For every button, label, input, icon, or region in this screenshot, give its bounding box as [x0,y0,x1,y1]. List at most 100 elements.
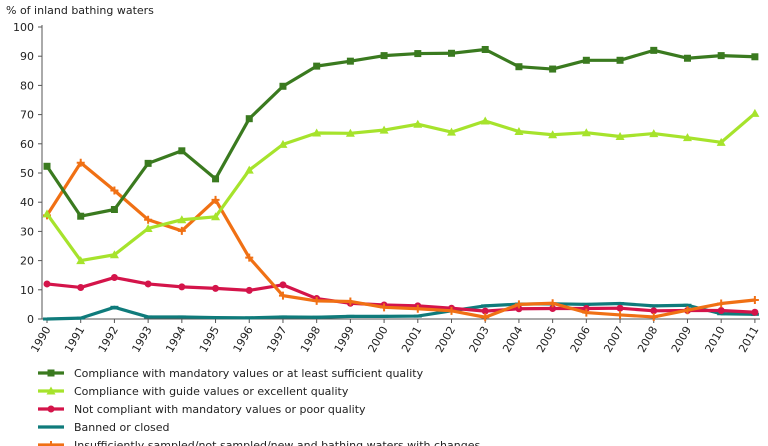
data-point [245,286,253,294]
data-point [76,158,85,167]
data-point [178,283,186,291]
legend: Compliance with mandatory values or at l… [38,367,480,446]
data-point [514,127,524,136]
y-tick-label: 90 [20,50,34,63]
data-point [245,316,254,320]
series-line [46,275,755,314]
x-tick-label: 2010 [703,324,728,355]
x-tick-label: 1994 [163,324,188,355]
data-point [549,304,557,312]
data-point [144,315,153,319]
data-point [447,306,456,315]
y-tick-label: 40 [20,196,34,209]
series-1 [42,108,760,265]
legend-label: Insufficiently sampled/not sampled/new a… [74,439,480,446]
data-point [244,165,254,174]
data-point [649,129,659,138]
data-point [278,139,288,148]
data-point [413,304,422,313]
data-point [43,280,51,288]
data-point [414,50,422,58]
x-tick-label: 1999 [332,324,357,355]
data-point [616,310,625,319]
data-point [76,316,85,320]
data-point [76,256,86,265]
data-point [346,314,355,318]
data-point [278,315,287,319]
y-tick-label: 80 [20,79,34,92]
legend-item: Banned or closed [38,421,170,434]
data-point [481,313,490,322]
x-tick-label: 1996 [231,324,256,355]
y-tick-label: 70 [20,109,34,122]
data-point [345,128,355,137]
data-point [43,317,51,321]
legend-item: Not compliant with mandatory values or p… [38,403,366,416]
data-point [380,314,389,318]
data-point [683,54,691,62]
legend-item: Compliance with guide values or excellen… [38,385,349,398]
legend-swatch-marker [47,425,55,429]
data-point [481,307,489,315]
data-point [750,108,760,117]
legend-swatch-marker [47,441,55,446]
x-tick-label: 1995 [197,324,222,355]
data-point [110,305,119,309]
data-point [143,223,153,232]
data-point [481,45,489,53]
legend-swatch-marker [47,405,55,413]
x-tick-label: 1998 [298,324,323,355]
data-point [447,127,457,136]
data-point [77,212,85,220]
series-line [45,161,756,319]
series-layer [42,45,760,322]
data-point [616,56,624,64]
x-tick-label: 2008 [635,324,660,355]
data-point [751,53,759,61]
data-point [346,57,354,65]
data-point [279,82,287,90]
data-point [750,296,759,305]
data-point [581,128,591,137]
x-tick-label: 2001 [399,324,424,355]
data-point [245,115,253,123]
data-point [312,296,321,305]
data-point [514,300,523,309]
y-tick-label: 20 [20,255,34,268]
data-point [110,274,118,282]
x-tick-label: 1992 [96,324,121,355]
x-tick-label: 2011 [736,324,761,355]
legend-label: Compliance with mandatory values or at l… [74,367,424,380]
data-point [683,306,692,315]
data-point [413,314,422,318]
data-point [548,130,558,139]
data-point [751,308,759,316]
data-point [480,116,490,125]
data-point [211,212,221,221]
data-point [380,303,389,312]
data-point [379,125,389,134]
data-point [649,304,658,308]
data-point [177,226,186,235]
data-point [717,299,726,308]
data-point [177,215,187,224]
data-point [717,307,725,315]
data-point [312,128,322,137]
legend-item: Compliance with mandatory values or at l… [38,367,424,380]
x-tick-label: 2000 [365,324,390,355]
data-point [144,215,153,224]
data-point [717,52,725,60]
data-point [278,291,287,300]
data-point [582,304,590,312]
x-tick-label: 2002 [433,324,458,355]
data-point [110,206,118,213]
x-tick-label: 1993 [129,324,154,355]
data-point [313,62,321,70]
data-point [178,147,186,155]
data-point [683,303,692,307]
data-point [582,308,591,317]
data-point [650,46,658,54]
series-0 [43,45,759,220]
legend-swatch-marker [46,386,56,395]
